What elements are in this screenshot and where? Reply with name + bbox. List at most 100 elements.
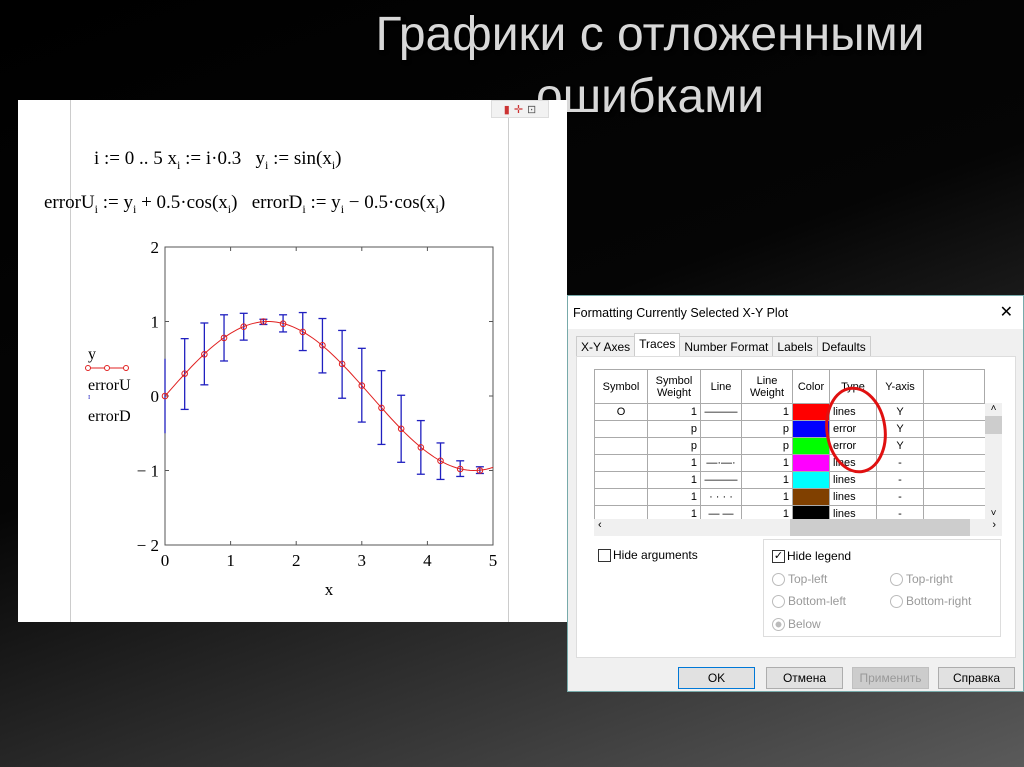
- cell-color[interactable]: [792, 437, 830, 455]
- column-header[interactable]: Line: [700, 369, 742, 404]
- x-tick-label: 4: [423, 551, 432, 570]
- tab-defaults[interactable]: Defaults: [816, 336, 871, 356]
- legend-radio-top-right[interactable]: Top-right: [890, 572, 953, 587]
- cell-type[interactable]: lines: [829, 403, 877, 421]
- column-header[interactable]: Symbol Weight: [647, 369, 701, 404]
- cell-type[interactable]: lines: [829, 488, 877, 506]
- column-header[interactable]: Color: [792, 369, 830, 404]
- cell-yaxis[interactable]: -: [876, 454, 924, 472]
- margin-line: [508, 100, 509, 622]
- hide-arguments-checkbox[interactable]: Hide arguments: [598, 548, 698, 563]
- cell-line[interactable]: —·—·: [700, 454, 742, 472]
- cell-line[interactable]: [700, 437, 742, 455]
- cell-symbol[interactable]: [594, 454, 648, 472]
- column-header[interactable]: Type: [829, 369, 877, 404]
- trace-row[interactable]: 1 —·—· 1 lines -: [594, 454, 985, 472]
- cell-color[interactable]: [792, 420, 830, 438]
- legend-swatch-error: ɪ: [88, 392, 90, 401]
- cell-sw[interactable]: 1: [647, 403, 701, 421]
- legend-radio-top-left[interactable]: Top-left: [772, 572, 827, 587]
- column-header[interactable]: Y-axis: [876, 369, 924, 404]
- y-data-point: [220, 334, 228, 342]
- checkbox-icon[interactable]: [598, 549, 611, 563]
- cell-sw[interactable]: 1: [647, 454, 701, 472]
- trace-row[interactable]: 1 · · · · 1 lines -: [594, 488, 985, 506]
- trace-row[interactable]: p p error Y: [594, 420, 985, 438]
- trace-row[interactable]: 1 ——— 1 lines -: [594, 471, 985, 489]
- cell-yaxis[interactable]: Y: [876, 403, 924, 421]
- cell-lw[interactable]: p: [741, 437, 793, 455]
- tab-x-y-axes[interactable]: X-Y Axes: [576, 336, 636, 356]
- cell-lw[interactable]: 1: [741, 403, 793, 421]
- cell-lw[interactable]: 1: [741, 488, 793, 506]
- cell-yaxis[interactable]: -: [876, 471, 924, 489]
- checkmark-icon[interactable]: ✓: [772, 550, 785, 564]
- close-icon[interactable]: ✕: [999, 304, 1013, 321]
- cell-yaxis[interactable]: Y: [876, 437, 924, 455]
- cell-color[interactable]: [792, 488, 830, 506]
- cell-sw[interactable]: p: [647, 437, 701, 455]
- radio-icon[interactable]: [772, 595, 785, 609]
- tab-labels[interactable]: Labels: [772, 336, 818, 356]
- cell-empty: [923, 437, 985, 455]
- column-header[interactable]: Line Weight: [741, 369, 793, 404]
- cell-sw[interactable]: 1: [647, 488, 701, 506]
- cell-sw[interactable]: p: [647, 420, 701, 438]
- mathcad-worksheet: ▮ ✛ ⊡ i := 0 .. 5 xi := i·0.3 yi := sin(…: [18, 100, 567, 622]
- radio-icon[interactable]: [772, 573, 785, 587]
- trace-row[interactable]: p p error Y: [594, 437, 985, 455]
- cell-symbol[interactable]: [594, 420, 648, 438]
- cell-symbol[interactable]: O: [594, 403, 648, 421]
- cell-yaxis[interactable]: -: [876, 488, 924, 506]
- cell-symbol[interactable]: [594, 488, 648, 506]
- cell-line[interactable]: ———: [700, 471, 742, 489]
- cell-symbol[interactable]: [594, 437, 648, 455]
- chart-icon[interactable]: ▮: [503, 103, 510, 116]
- cell-type[interactable]: lines: [829, 505, 877, 523]
- y-data-point: [201, 350, 208, 358]
- radio-icon[interactable]: [772, 618, 785, 632]
- cell-line[interactable]: [700, 420, 742, 438]
- cell-type[interactable]: lines: [829, 454, 877, 472]
- ok-button[interactable]: OK: [678, 667, 755, 689]
- cell-type[interactable]: error: [829, 437, 877, 455]
- cell-color[interactable]: [792, 454, 830, 472]
- cell-line[interactable]: ———: [700, 403, 742, 421]
- vertical-scrollbar[interactable]: ˄ ˅: [985, 403, 1002, 519]
- column-header[interactable]: Symbol: [594, 369, 648, 404]
- cancel-button[interactable]: Отмена: [766, 667, 843, 689]
- legend-group: ✓ Hide legend Top-left Top-right Bottom-lef…: [763, 539, 1001, 637]
- cell-type[interactable]: lines: [829, 471, 877, 489]
- legend-radio-bottom-right[interactable]: Bottom-right: [890, 594, 971, 609]
- cell-line[interactable]: · · · ·: [700, 488, 742, 506]
- cell-yaxis[interactable]: Y: [876, 420, 924, 438]
- cell-color[interactable]: [792, 403, 830, 421]
- trace-icon[interactable]: ✛: [513, 103, 524, 116]
- help-button[interactable]: Справка: [938, 667, 1015, 689]
- x-tick-label: 0: [161, 551, 170, 570]
- legend-label-erroru: errorU: [88, 377, 131, 394]
- y-data-point: [437, 457, 444, 465]
- radio-icon[interactable]: [890, 573, 903, 587]
- cell-symbol[interactable]: [594, 471, 648, 489]
- legend-radio-bottom-left[interactable]: Bottom-left: [772, 594, 846, 609]
- cell-type[interactable]: error: [829, 420, 877, 438]
- tab-traces[interactable]: Traces: [634, 333, 681, 356]
- cell-lw[interactable]: 1: [741, 471, 793, 489]
- apply-button[interactable]: Применить: [852, 667, 929, 689]
- hide-legend-checkbox[interactable]: ✓ Hide legend: [772, 549, 852, 564]
- cell-sw[interactable]: 1: [647, 471, 701, 489]
- horizontal-scrollbar[interactable]: ‹ ›: [594, 519, 1002, 536]
- tab-number-format[interactable]: Number Format: [679, 336, 774, 356]
- x-tick-label: 2: [292, 551, 301, 570]
- cell-lw[interactable]: p: [741, 420, 793, 438]
- legend-radio-below[interactable]: Below: [772, 617, 821, 632]
- y-data-point: [456, 465, 464, 473]
- trace-row[interactable]: O 1 ——— 1 lines Y: [594, 403, 985, 421]
- cell-lw[interactable]: 1: [741, 454, 793, 472]
- cell-color[interactable]: [792, 471, 830, 489]
- y-data-point: [397, 425, 405, 433]
- format-icon[interactable]: ⊡: [527, 103, 537, 116]
- radio-icon[interactable]: [890, 595, 903, 609]
